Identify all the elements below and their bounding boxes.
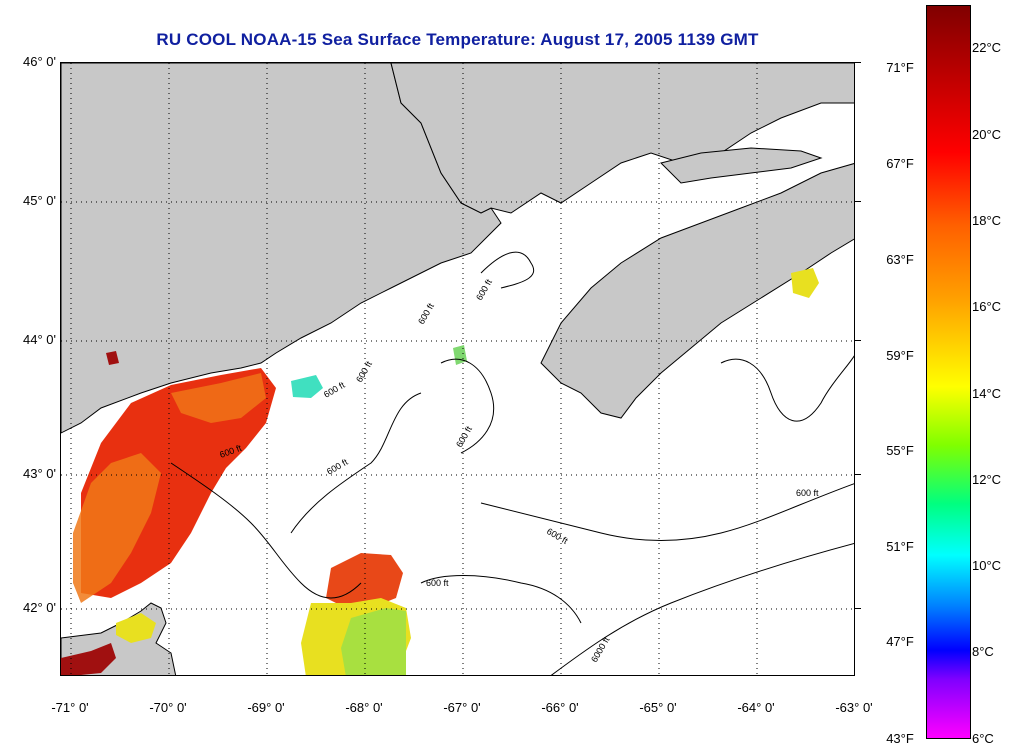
sst-mid-region — [73, 453, 161, 603]
latitude-label: 43° 0' — [23, 466, 56, 481]
land-pei — [660, 147, 823, 184]
longitude-label: -68° 0' — [345, 700, 383, 715]
latitude-label: 46° 0' — [23, 54, 56, 69]
celsius-label: 6°C — [972, 731, 994, 746]
contour-label: 600 ft — [322, 380, 347, 400]
contour-label: 600 ft — [426, 578, 449, 588]
contour-label: 600 ft — [354, 359, 374, 384]
contour-label: 600 ft — [474, 277, 494, 302]
longitude-label: -63° 0' — [835, 700, 873, 715]
sst-cyan-patch — [291, 375, 323, 398]
longitude-label: -70° 0' — [149, 700, 187, 715]
celsius-label: 22°C — [972, 40, 1002, 55]
bathymetry-contours — [170, 251, 854, 675]
fahrenheit-label: 51°F — [886, 539, 914, 554]
sst-mid-region-2 — [171, 373, 266, 423]
map-canvas: 600 ft 600 ft 600 ft 600 ft 600 ft 600 f… — [61, 63, 854, 675]
fahrenheit-label: 71°F — [886, 60, 914, 75]
celsius-label: 12°C — [972, 472, 1002, 487]
contour-label: 600 ft — [325, 457, 350, 477]
land-new-brunswick — [390, 63, 854, 214]
longitude-label: -71° 0' — [51, 700, 89, 715]
longitude-label: -65° 0' — [639, 700, 677, 715]
fahrenheit-label: 63°F — [886, 252, 914, 267]
contour-label: 600 ft — [454, 424, 474, 449]
sst-south-patch-warm — [326, 553, 403, 608]
celsius-label: 20°C — [972, 127, 1002, 142]
longitude-label: -64° 0' — [737, 700, 775, 715]
sst-yellow-patch-ns — [791, 268, 819, 298]
celsius-label: 18°C — [972, 213, 1002, 228]
axis-tick — [855, 201, 861, 202]
axis-tick — [855, 608, 861, 609]
sst-south-patch-green — [341, 608, 406, 675]
contour-label: 600 ft — [545, 526, 570, 546]
contour-label: 6000 ft — [589, 635, 612, 664]
contour-label: 600 ft — [796, 488, 819, 498]
fahrenheit-label: 43°F — [886, 731, 914, 746]
celsius-label: 10°C — [972, 558, 1002, 573]
sst-green-patch — [453, 345, 467, 365]
latitude-label: 42° 0' — [23, 600, 56, 615]
sst-dark-corner — [61, 643, 116, 675]
axis-tick — [855, 62, 861, 63]
map-title: RU COOL NOAA-15 Sea Surface Temperature:… — [156, 30, 759, 49]
longitude-label: -69° 0' — [247, 700, 285, 715]
axis-tick — [855, 340, 861, 341]
sst-cape-patch — [116, 613, 156, 643]
sst-dark-speck — [106, 351, 119, 365]
longitude-label: -67° 0' — [443, 700, 481, 715]
fahrenheit-label: 67°F — [886, 156, 914, 171]
celsius-label: 8°C — [972, 644, 994, 659]
latitude-label: 45° 0' — [23, 193, 56, 208]
fahrenheit-label: 47°F — [886, 634, 914, 649]
contour-label: 600 ft — [416, 301, 436, 326]
sst-map[interactable]: 600 ft 600 ft 600 ft 600 ft 600 ft 600 f… — [60, 62, 855, 676]
fahrenheit-label: 55°F — [886, 443, 914, 458]
latitude-label: 44° 0' — [23, 332, 56, 347]
land-nova-scotia — [540, 163, 854, 419]
axis-tick — [855, 474, 861, 475]
celsius-label: 16°C — [972, 299, 1002, 314]
longitude-label: -66° 0' — [541, 700, 579, 715]
temperature-colorbar — [926, 5, 971, 739]
celsius-label: 14°C — [972, 386, 1002, 401]
fahrenheit-label: 59°F — [886, 348, 914, 363]
